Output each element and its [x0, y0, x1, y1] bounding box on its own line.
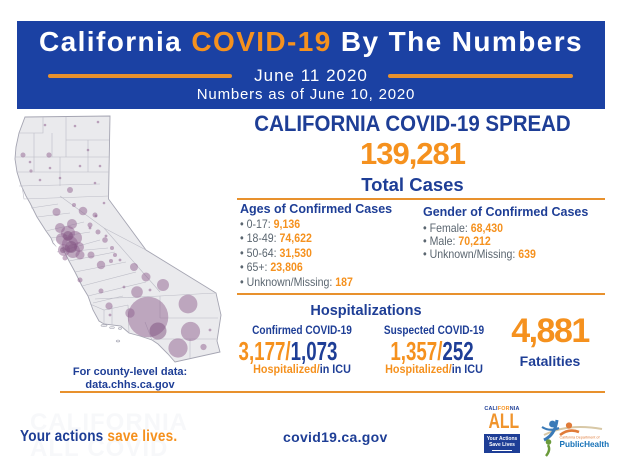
svg-text:California Department of: California Department of: [560, 436, 601, 440]
svg-text:PublicHealth: PublicHealth: [560, 440, 610, 449]
